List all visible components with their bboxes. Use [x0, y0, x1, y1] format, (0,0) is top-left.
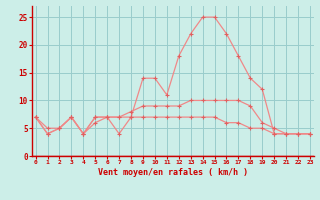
X-axis label: Vent moyen/en rafales ( km/h ): Vent moyen/en rafales ( km/h )	[98, 168, 248, 177]
